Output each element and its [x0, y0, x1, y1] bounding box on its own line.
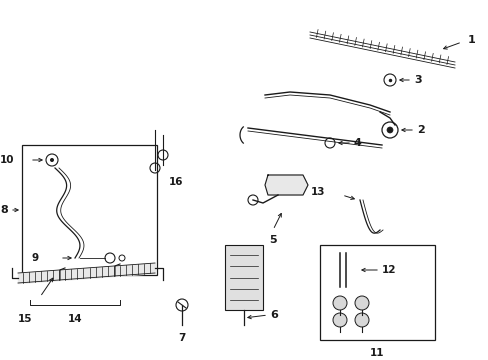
Text: 5: 5: [268, 235, 276, 245]
Text: 6: 6: [269, 310, 277, 320]
Bar: [22, 145, 157, 275]
Circle shape: [332, 296, 346, 310]
Text: 11: 11: [369, 348, 384, 358]
Circle shape: [354, 296, 368, 310]
Circle shape: [332, 313, 346, 327]
Text: 12: 12: [381, 265, 396, 275]
Text: 3: 3: [413, 75, 421, 85]
Text: 8: 8: [0, 205, 8, 215]
Text: 7: 7: [178, 333, 185, 343]
Text: 4: 4: [353, 138, 361, 148]
Text: 10: 10: [0, 155, 14, 165]
Polygon shape: [264, 175, 307, 195]
Circle shape: [354, 313, 368, 327]
Text: 13: 13: [310, 187, 325, 197]
Bar: [224, 245, 263, 310]
Circle shape: [50, 158, 54, 162]
Text: 1: 1: [467, 35, 475, 45]
Text: 16: 16: [169, 177, 183, 187]
Circle shape: [386, 127, 392, 133]
Text: 14: 14: [67, 314, 82, 324]
Text: 2: 2: [416, 125, 424, 135]
Bar: [319, 245, 434, 340]
Text: 15: 15: [18, 314, 32, 324]
Text: 9: 9: [32, 253, 39, 263]
